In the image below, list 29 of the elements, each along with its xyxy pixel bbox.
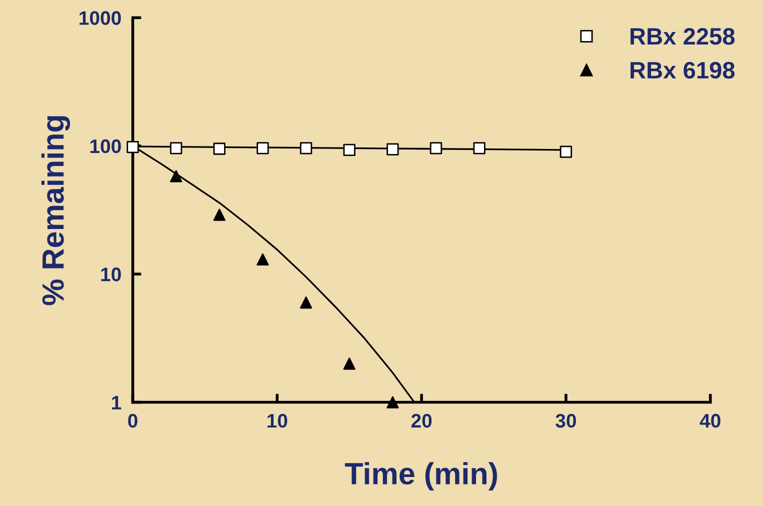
point (560, 146, 572, 158)
point (170, 142, 182, 154)
point (126, 140, 139, 154)
legend-label: RBx 6198 (630, 62, 735, 79)
point (300, 296, 312, 309)
x-tick-label: 40 (700, 414, 720, 428)
point (386, 396, 399, 408)
point (256, 142, 269, 154)
point (213, 142, 226, 155)
point (343, 358, 356, 370)
point (430, 142, 442, 154)
x-tick-label: 20 (411, 414, 432, 428)
y-axis-title: % Remaining (41, 116, 70, 306)
x-axis-title: Time (min) (344, 462, 498, 491)
point (300, 142, 312, 154)
y-tick-label: 10 (101, 268, 121, 282)
legend-label: RBx 2258 (630, 28, 735, 45)
y-tick-label: 100 (90, 139, 121, 154)
point (170, 170, 182, 182)
y-tick-label: 1 (112, 396, 122, 410)
x-tick-label: 0 (128, 414, 138, 428)
point (256, 253, 269, 266)
point (473, 142, 486, 154)
point (213, 208, 226, 221)
point (386, 143, 399, 156)
point (343, 144, 356, 156)
y-tick-label: 1000 (80, 11, 121, 25)
x-tick-label: 30 (556, 414, 576, 428)
x-tick-label: 10 (268, 414, 288, 428)
